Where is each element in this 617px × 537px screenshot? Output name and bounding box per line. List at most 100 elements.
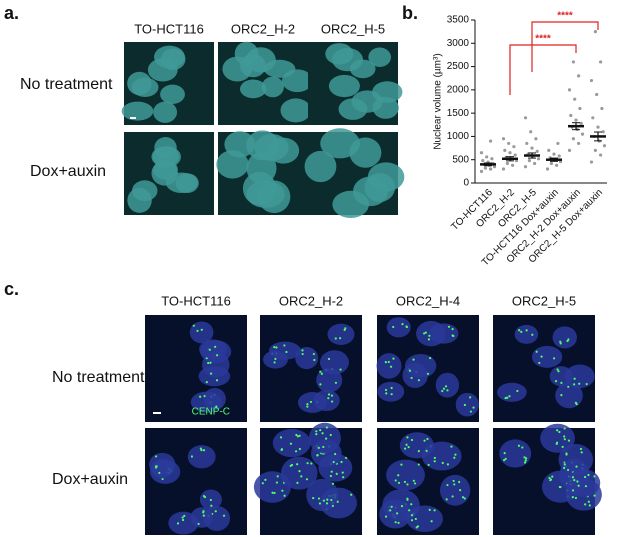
spot [334,337,337,340]
spot [183,514,186,517]
spot [202,449,206,452]
nucleus [160,84,185,105]
spot [428,508,431,511]
spot [298,447,301,451]
spot [593,494,596,497]
spot [154,466,158,469]
spot [279,436,283,439]
spot [405,325,409,329]
data-point [510,163,515,167]
spot [454,453,457,456]
spot [192,324,195,327]
data-point [479,169,484,173]
nucleus [382,489,420,521]
spot [296,435,299,438]
data-point [489,167,493,171]
spot [384,361,387,364]
data-point [490,157,494,161]
nucleus [328,74,360,98]
nucleus [332,190,369,219]
spot [560,394,563,397]
spot [406,497,409,500]
spot [322,445,325,449]
data-point [481,159,485,163]
data-point [501,167,506,171]
panel-label: a. [4,3,19,23]
nucleus [153,159,178,180]
spot [430,520,433,523]
panel-label: c. [4,279,19,299]
spot [214,510,217,513]
data-point [505,161,509,166]
spot [298,470,301,473]
spot [406,436,409,439]
nucleus [127,187,152,213]
data-point [523,116,528,120]
row-label: No treatment [20,76,113,93]
spot [207,361,210,365]
y-tick-label: 3500 [447,15,470,26]
spot [324,437,328,440]
significance-bracket [509,44,577,95]
spot [567,439,571,442]
spot [339,368,342,371]
data-point [501,137,506,141]
spot [429,356,432,360]
spot [573,377,576,380]
row-label: Dox+auxin [30,163,106,180]
spot [384,388,388,392]
spot [552,357,556,360]
data-point [508,151,512,155]
nucleus [435,372,460,398]
spot [523,461,527,464]
spot [441,461,444,465]
spot [222,514,226,517]
spot [335,472,338,475]
nucleus [455,392,479,417]
significance-label: **** [557,11,573,22]
spot [426,372,430,375]
spot [427,338,431,341]
spot [181,516,184,519]
spot [197,522,200,526]
spot [425,449,428,452]
spot [205,381,208,384]
spot [463,497,466,500]
nucleus [332,47,364,72]
data-point [529,130,533,134]
column-header: ORC2_H-5 [512,293,576,308]
data-point [507,141,511,146]
spot [535,350,538,353]
data-point [574,118,578,122]
spot [403,447,407,450]
spot [412,358,415,361]
nucleus [131,77,159,98]
spot [200,328,203,331]
spot [389,365,393,368]
spot [397,521,400,524]
spot [310,462,313,465]
spot [520,330,523,333]
data-point [534,137,538,141]
spot [318,502,322,505]
spot [385,392,388,395]
data-point [503,148,507,152]
spot [556,429,559,432]
spot [275,481,279,484]
spot [416,525,420,528]
nucleus [377,381,405,402]
spot [453,483,456,486]
data-point [527,159,532,163]
nucleus [368,47,392,67]
spot [427,463,430,467]
spot [295,433,298,437]
spot [518,329,521,332]
spot [309,400,313,404]
spot [340,460,343,464]
spot [329,474,332,478]
spot [503,458,506,462]
spot [472,406,475,409]
spot [406,483,409,486]
spot [573,479,576,482]
spot [261,482,264,485]
